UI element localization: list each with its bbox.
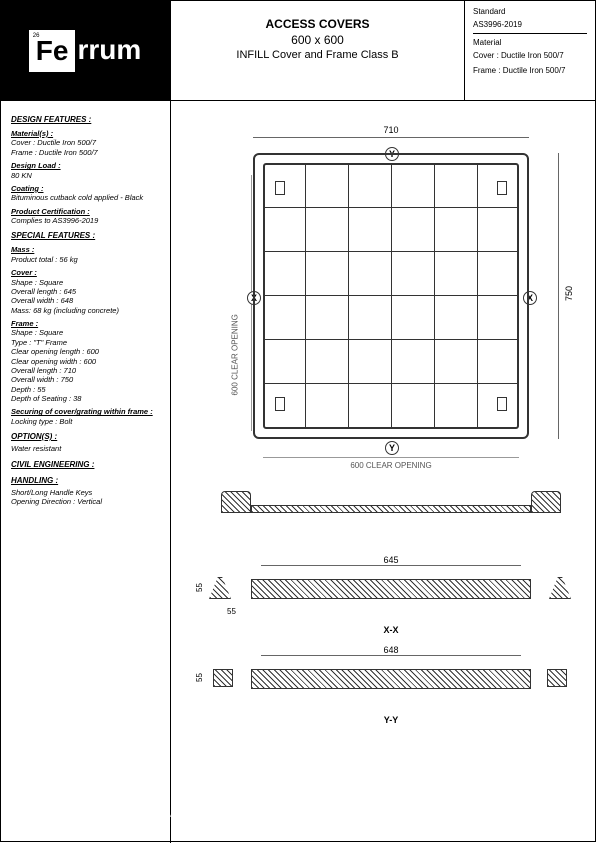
dim-750: 750 bbox=[564, 286, 574, 301]
dim-55: 55 bbox=[195, 673, 204, 682]
dim-600-horizontal: 600 CLEAR OPENING bbox=[263, 461, 519, 470]
mass-heading: Mass : bbox=[11, 245, 160, 254]
cover-line: Overall width : 648 bbox=[11, 296, 160, 305]
logo-box: Fe rrum ENGINEERING & FABRICATION bbox=[1, 1, 171, 100]
grid-line bbox=[263, 207, 519, 208]
cover-heading: Cover : bbox=[11, 268, 160, 277]
top-view bbox=[241, 141, 541, 451]
xx-top-edge bbox=[251, 579, 531, 580]
dim-710-line bbox=[253, 137, 529, 138]
material-line: Frame : Ductile Iron 500/7 bbox=[11, 148, 160, 157]
cover-line: Overall length : 645 bbox=[11, 287, 160, 296]
yy-end-right bbox=[547, 669, 567, 687]
title-desc: INFILL Cover and Frame Class B bbox=[175, 49, 460, 61]
frame-line: Type : "T" Frame bbox=[11, 338, 160, 347]
section-frame bbox=[221, 491, 561, 531]
cert-heading: Product Certification : bbox=[11, 207, 160, 216]
title-main: ACCESS COVERS bbox=[175, 17, 460, 31]
header: Fe rrum ENGINEERING & FABRICATION ACCESS… bbox=[1, 1, 595, 101]
yy-end-left bbox=[213, 669, 233, 687]
material-frame: Frame : Ductile Iron 500/7 bbox=[473, 66, 587, 75]
standard-value: AS3996-2019 bbox=[473, 20, 587, 29]
cert: Complies to AS3996-2019 bbox=[11, 216, 160, 225]
dim-55: 55 bbox=[195, 583, 204, 592]
dim-600-vertical: 600 CLEAR OPENING bbox=[231, 314, 240, 395]
title-box: ACCESS COVERS 600 x 600 INFILL Cover and… bbox=[171, 1, 465, 100]
frame-profile-left bbox=[221, 491, 251, 513]
body: DESIGN FEATURES : Material(s) : Cover : … bbox=[1, 101, 595, 843]
grid-line bbox=[305, 163, 306, 429]
frame-line: Overall width : 750 bbox=[11, 375, 160, 384]
option: Water resistant bbox=[11, 444, 160, 453]
section-xx: 645 55 55 X-X bbox=[221, 571, 561, 631]
xx-end-left bbox=[209, 577, 231, 599]
page: Fe rrum ENGINEERING & FABRICATION ACCESS… bbox=[0, 0, 596, 842]
frame-line: Depth of Seating : 38 bbox=[11, 394, 160, 403]
frame-profile-right bbox=[531, 491, 561, 513]
frame-profile-mid bbox=[251, 505, 531, 513]
coating-heading: Coating : bbox=[11, 184, 160, 193]
cover-line: Shape : Square bbox=[11, 278, 160, 287]
dim-55: 55 bbox=[227, 607, 236, 616]
logo-rrum: rrum bbox=[75, 30, 143, 70]
xx-profile bbox=[251, 579, 531, 599]
drawing-area: 710 750 600 CLEAR OPENING 600 CLEAR OPEN… bbox=[171, 101, 595, 843]
grid-line bbox=[263, 339, 519, 340]
grid-line bbox=[348, 163, 349, 429]
xx-end-right bbox=[549, 577, 571, 599]
frame-line: Clear opening length : 600 bbox=[11, 347, 160, 356]
grid-line bbox=[263, 383, 519, 384]
yy-profile bbox=[251, 669, 531, 689]
frame-line: Shape : Square bbox=[11, 328, 160, 337]
special-features-heading: SPECIAL FEATURES : bbox=[11, 231, 160, 241]
design-features-heading: DESIGN FEATURES : bbox=[11, 115, 160, 125]
dim-648: 648 bbox=[261, 645, 521, 656]
logo-fe: Fe bbox=[29, 30, 76, 72]
dim-600h-line bbox=[263, 457, 519, 458]
corner-tab bbox=[497, 181, 507, 195]
corner-tab bbox=[275, 397, 285, 411]
info-box: Standard AS3996-2019 Material Cover : Du… bbox=[465, 1, 595, 100]
options-heading: OPTION(S) : bbox=[11, 432, 160, 442]
material-label: Material bbox=[473, 38, 587, 47]
securing: Locking type : Bolt bbox=[11, 417, 160, 426]
grid-line bbox=[434, 163, 435, 429]
frame-line: Overall length : 710 bbox=[11, 366, 160, 375]
frame-line: Depth : 55 bbox=[11, 385, 160, 394]
dim-750-line bbox=[558, 153, 559, 439]
title-size: 600 x 600 bbox=[175, 33, 460, 47]
section-xx-label: X-X bbox=[221, 625, 561, 635]
grid-line bbox=[263, 251, 519, 252]
corner-tab bbox=[275, 181, 285, 195]
grid-line bbox=[391, 163, 392, 429]
material-cover: Cover : Ductile Iron 500/7 bbox=[473, 51, 587, 60]
coating: Bituminous cutback cold applied - Black bbox=[11, 193, 160, 202]
handling-heading: HANDLING : bbox=[11, 476, 160, 486]
info-separator bbox=[473, 33, 587, 34]
frame-line: Clear opening width : 600 bbox=[11, 357, 160, 366]
yy-top-edge bbox=[251, 669, 531, 670]
grid-line bbox=[477, 163, 478, 429]
dim-710: 710 bbox=[253, 125, 529, 135]
cover-line: Mass: 68 kg (including concrete) bbox=[11, 306, 160, 315]
logo: Fe rrum bbox=[29, 30, 143, 72]
mass: Product total : 56 kg bbox=[11, 255, 160, 264]
section-yy: 648 55 Y-Y bbox=[221, 661, 561, 721]
handling-line: Short/Long Handle Keys bbox=[11, 488, 160, 497]
securing-heading: Securing of cover/grating within frame : bbox=[11, 407, 160, 416]
corner-tab bbox=[497, 397, 507, 411]
materials-heading: Material(s) : bbox=[11, 129, 160, 138]
standard-label: Standard bbox=[473, 7, 587, 16]
civil-heading: CIVIL ENGINEERING : bbox=[11, 460, 160, 470]
handling-line: Opening Direction : Vertical bbox=[11, 497, 160, 506]
dim-645: 645 bbox=[261, 555, 521, 566]
sidebar: DESIGN FEATURES : Material(s) : Cover : … bbox=[1, 101, 171, 843]
design-load: 80 KN bbox=[11, 171, 160, 180]
section-yy-label: Y-Y bbox=[221, 715, 561, 725]
design-load-heading: Design Load : bbox=[11, 161, 160, 170]
material-line: Cover : Ductile Iron 500/7 bbox=[11, 138, 160, 147]
grid-line bbox=[263, 295, 519, 296]
frame-heading: Frame : bbox=[11, 319, 160, 328]
